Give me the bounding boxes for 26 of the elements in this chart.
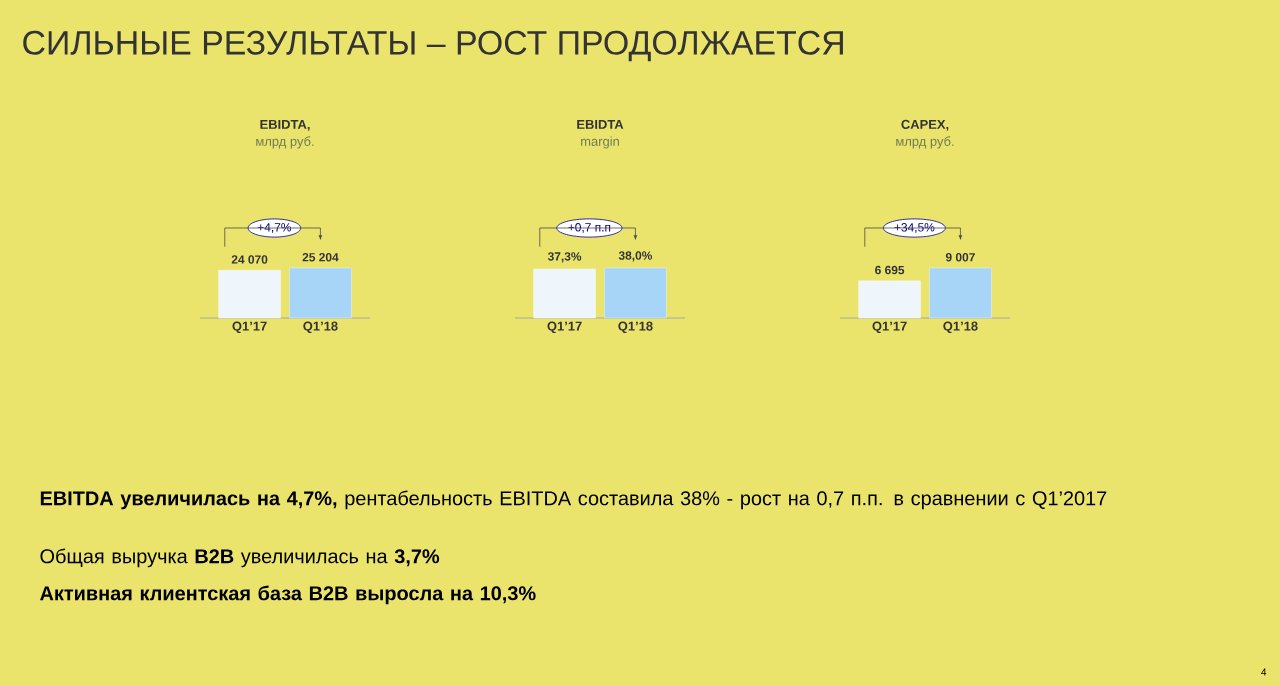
x-tick-label: Q1’17 [547,321,582,334]
data-label: 37,3% [547,252,582,263]
x-tick-label: Q1’17 [872,321,907,334]
chart-subtitle: млрд руб. [896,136,954,149]
text: Активная клиентская база B2B выросла на 10,3% [40,585,536,605]
text: EBITDA увеличилась на 4,7%, рентабельность EBITDA составила 38% - рост на 0,7 п.п. в сравнении с Q1’2017 [40,490,1107,510]
data-label: 24 070 [231,255,268,264]
text: +34,5% [894,223,935,233]
chart-title: EBIDTA [577,119,624,129]
data-label: 6 695 [875,265,905,275]
text: +0,7 п.п [568,223,611,233]
chart-subtitle: margin [581,136,619,149]
text: +4,7% [257,223,292,233]
text: СИЛЬНЫЕ РЕЗУЛЬТАТЫ – РОСТ ПРОДОЛЖАЕТСЯ [23,30,843,62]
x-tick-label: Q1’18 [618,321,653,334]
chart-title: CAPEX, [901,119,949,131]
chart-subtitle: млрд руб. [256,136,314,149]
x-tick-label: Q1’17 [232,321,267,334]
text: Общая выручка B2B увеличилась на 3,7% [40,548,440,568]
chart-title: EBIDTA, [260,119,310,131]
x-tick-label: Q1’18 [943,321,978,334]
x-tick-label: Q1’18 [303,321,338,334]
data-label: 25 204 [302,253,339,262]
data-label: 38,0% [618,251,653,262]
text: 4 [1261,668,1267,676]
data-label: 9 007 [945,253,975,262]
